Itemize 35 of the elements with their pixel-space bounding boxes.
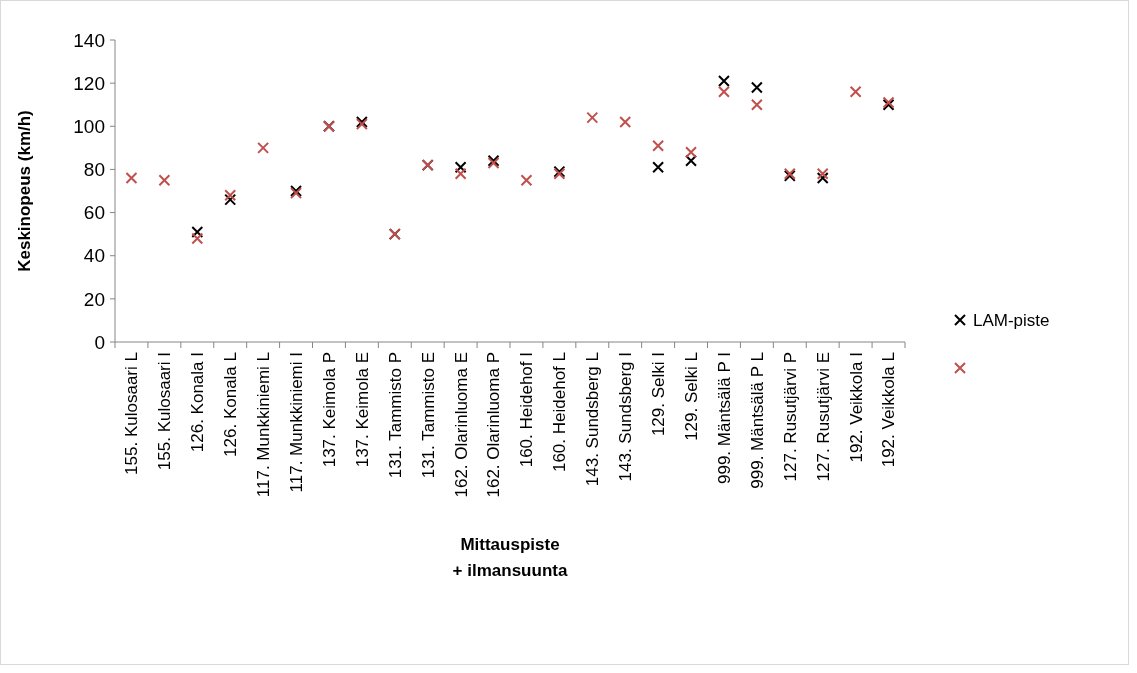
y-tick-label: 40 (83, 245, 105, 267)
y-tick-label: 80 (83, 159, 105, 181)
x-tick-label: 117. Munkkiniemi L (254, 352, 274, 498)
x-tick-label: 162. Olarinluoma E (451, 352, 471, 498)
x-tick-label: 192. Veikkola L (879, 352, 899, 468)
x-tick-label: 999. Mäntsälä P L (747, 352, 767, 489)
x-tick-label: 137. Keimola E (352, 352, 372, 468)
x-tick-label: 143. Sundsberg L (583, 352, 603, 487)
x-tick-label: 137. Keimola P (319, 352, 339, 468)
y-axis-title: Keskinopeus (km/h) (15, 110, 34, 272)
y-tick-label: 60 (83, 202, 105, 224)
x-tick-label: 126. Konala I (188, 352, 208, 453)
x-tick-label: 143. Sundsberg I (616, 352, 636, 482)
x-tick-label: 117. Munkkiniemi I (286, 352, 306, 493)
x-tick-label: 131. Tammisto E (418, 352, 438, 479)
x-tick-label: 160. Heidehof L (550, 352, 570, 473)
x-tick-label: 155. Kulosaari L (122, 352, 142, 475)
x-tick-label: 129. Selki I (649, 352, 669, 437)
x-tick-label: 126. Konala L (221, 352, 241, 457)
x-tick-label: 127. Rusutjärvi P (780, 352, 800, 482)
x-tick-label: 131. Tammisto P (385, 352, 405, 479)
y-tick-label: 140 (73, 29, 105, 51)
x-tick-label: 155. Kulosaari I (155, 352, 175, 471)
x-tick-label: 162. Olarinluoma P (484, 352, 504, 498)
x-tick-label: 127. Rusutjärvi E (813, 352, 833, 482)
y-tick-label: 0 (94, 331, 105, 353)
x-tick-label: 129. Selki L (681, 352, 701, 441)
x-tick-label: 999. Mäntsälä P I (714, 352, 734, 484)
y-tick-label: 100 (73, 115, 105, 137)
x-axis-title: Mittauspiste + ilmansuunta (452, 535, 568, 580)
legend-label: LAM-piste (973, 310, 1050, 330)
x-tick-label: 192. Veikkola I (846, 352, 866, 463)
x-tick-label: 160. Heidehof I (517, 352, 537, 468)
y-tick-label: 20 (83, 288, 105, 310)
y-tick-label: 120 (73, 72, 105, 94)
